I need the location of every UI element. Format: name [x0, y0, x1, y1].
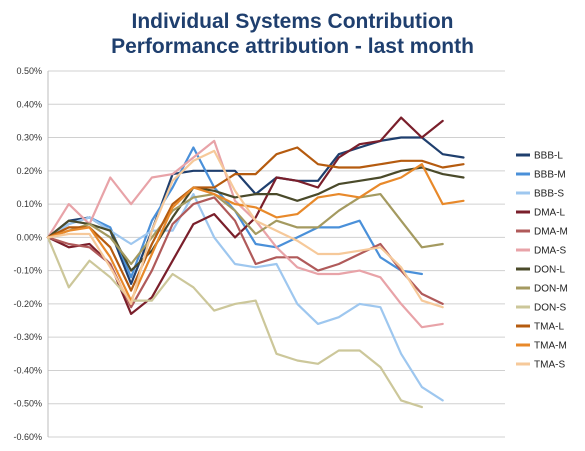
- legend-label-tma-l: TMA-L: [534, 322, 564, 333]
- series-line-tma-m: [46, 163, 465, 302]
- legend-label-tma-m: TMA-M: [534, 341, 567, 352]
- legend-label-dma-l: DMA-L: [534, 208, 566, 219]
- y-tick-label: -0.60%: [13, 432, 42, 442]
- y-tick-label: 0.20%: [16, 166, 42, 176]
- series-line-don-l: [46, 166, 465, 272]
- chart-title: Individual Systems Contribution: [131, 10, 454, 33]
- legend-label-don-m: DON-M: [534, 284, 568, 295]
- y-tick-label: -0.30%: [13, 332, 42, 342]
- y-tick-label: -0.20%: [13, 299, 42, 309]
- series-line-tma-s: [46, 149, 444, 309]
- legend-label-tma-s: TMA-S: [534, 360, 565, 371]
- chart-subtitle: Performance attribution - last month: [111, 35, 474, 58]
- y-tick-label: 0.50%: [16, 66, 42, 76]
- y-axis-tick-labels: 0.50% 0.40% 0.30% 0.20% 0.10% 0.00% -0.10% -0.2…: [13, 66, 42, 442]
- legend: BBB-L BBB-M BBB-S DMA-L DMA-M DMA-S DON-L DON-M…: [516, 151, 568, 371]
- series-line-tma-l: [46, 146, 465, 292]
- series-line-bbb-s: [46, 193, 444, 402]
- y-tick-label: -0.50%: [13, 399, 42, 409]
- y-tick-label: 0.30%: [16, 133, 42, 143]
- legend-label-don-l: DON-L: [534, 265, 566, 276]
- legend-label-dma-m: DMA-M: [534, 227, 568, 238]
- series-line-don-s: [46, 236, 423, 409]
- series-layer: [46, 116, 465, 409]
- legend-label-don-s: DON-S: [534, 303, 567, 314]
- legend-label-dma-s: DMA-S: [534, 246, 567, 257]
- legend-label-bbb-s: BBB-S: [534, 189, 564, 200]
- y-tick-label: 0.10%: [16, 199, 42, 209]
- y-tick-label: 0.00%: [16, 232, 42, 242]
- series-line-dma-l: [46, 116, 444, 315]
- y-tick-label: -0.40%: [13, 365, 42, 375]
- legend-label-bbb-l: BBB-L: [534, 151, 563, 162]
- series-line-dma-s: [46, 139, 444, 329]
- y-tick-label: 0.40%: [16, 99, 42, 109]
- y-tick-label: -0.10%: [13, 266, 42, 276]
- legend-label-bbb-m: BBB-M: [534, 170, 566, 181]
- series-line-don-m: [46, 193, 444, 266]
